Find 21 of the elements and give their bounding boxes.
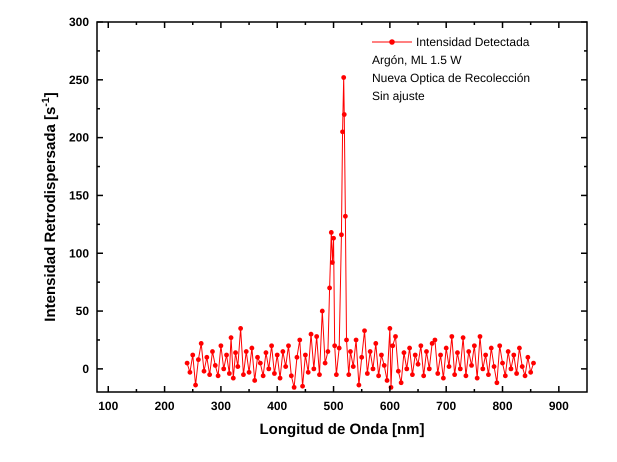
annotation: Argón, ML 1.5 W (372, 53, 462, 67)
x-tick-label: 900 (548, 399, 570, 413)
x-tick-label: 500 (324, 399, 344, 413)
x-tick-label: 200 (154, 399, 175, 413)
x-tick-label: 800 (492, 399, 513, 413)
legend-label: Intensidad Detectada (416, 35, 530, 49)
x-tick-label: 300 (210, 399, 232, 413)
y-tick-label: 50 (76, 304, 90, 318)
x-tick-label: 100 (98, 399, 119, 413)
y-tick-label: 200 (68, 130, 90, 145)
y-tick-label: 150 (68, 188, 90, 202)
x-tick-label: 400 (267, 399, 288, 413)
x-tick-label: 600 (380, 399, 400, 413)
y-tick-label: 0 (82, 362, 90, 376)
annotation: Nueva Optica de Recolección (372, 71, 530, 85)
y-tick-label: 100 (68, 246, 90, 260)
y-tick-label: 300 (68, 15, 90, 29)
y-tick-label: 250 (68, 72, 90, 87)
x-axis-title: Longitud de Onda [nm] (260, 421, 424, 438)
x-tick-label: 700 (436, 399, 457, 413)
annotation: Sin ajuste (372, 89, 426, 103)
